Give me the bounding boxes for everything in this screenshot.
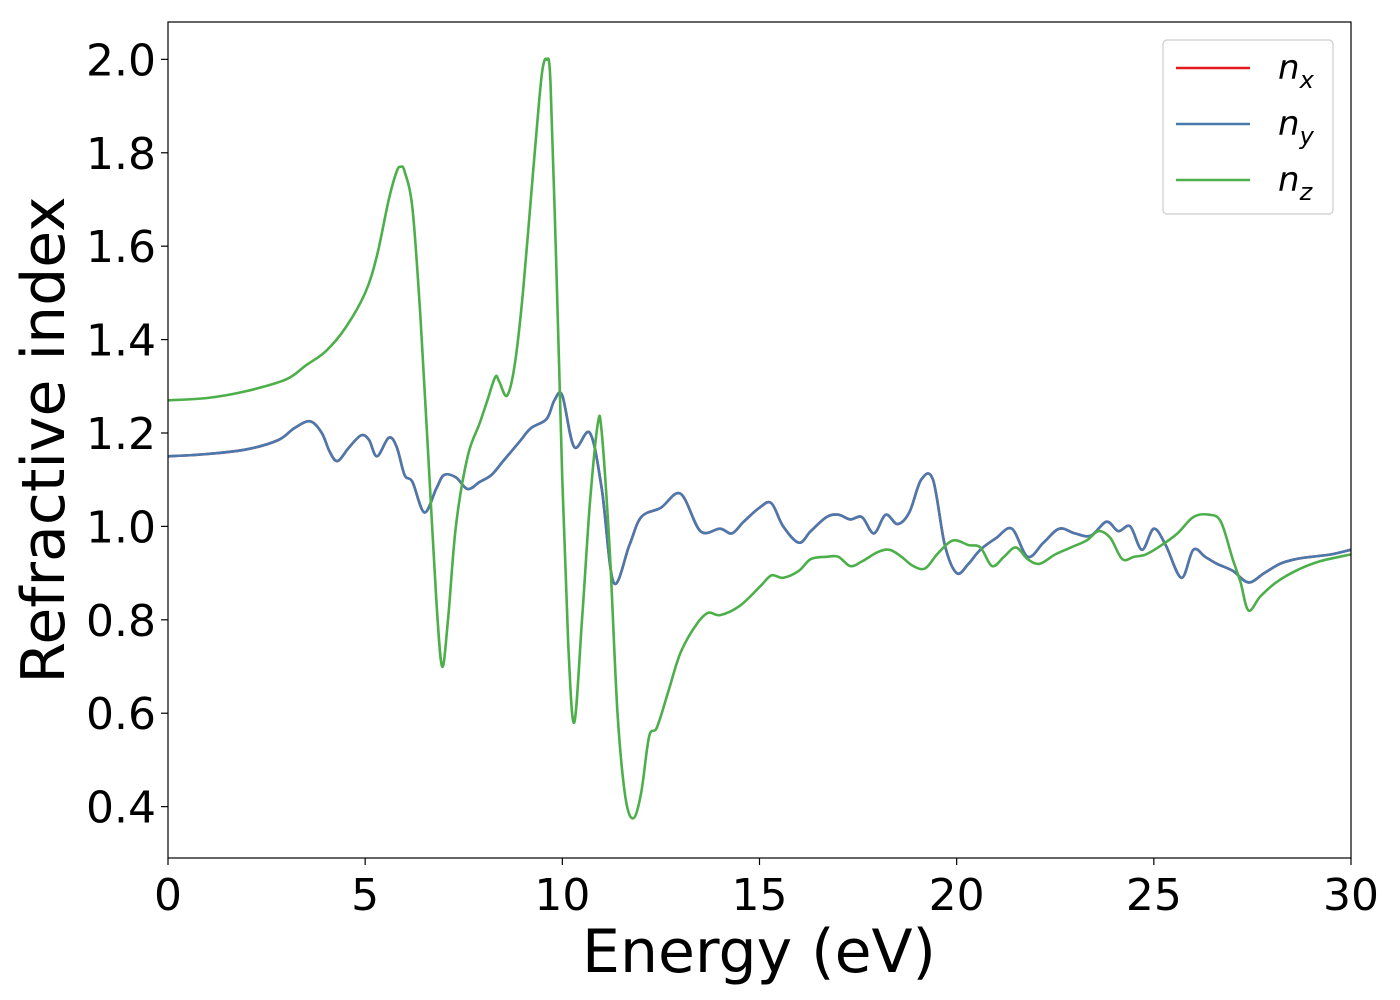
series-line-nz — [167, 57, 1352, 820]
legend-label-nx: nx — [1278, 48, 1315, 94]
y-tick-label: 1.0 — [86, 502, 156, 553]
legend-box — [1162, 39, 1334, 215]
y-tick-label: 1.8 — [86, 129, 156, 180]
y-axis: 0.4 0.6 0.8 1.0 1.2 1.4 1.6 1.8 2.0 — [86, 35, 168, 834]
x-tick-label: 15 — [732, 870, 788, 921]
x-axis: 0 5 10 15 20 25 30 — [154, 858, 1379, 921]
y-tick-label: 2.0 — [86, 35, 156, 86]
legend: nx ny nz — [1162, 39, 1334, 215]
legend-label-ny: ny — [1278, 104, 1315, 150]
series-layer — [167, 57, 1352, 820]
x-tick-label: 30 — [1323, 870, 1379, 921]
y-tick-label: 1.2 — [86, 409, 156, 460]
y-axis-title: Refractive index — [9, 196, 79, 683]
x-tick-label: 25 — [1126, 870, 1182, 921]
y-tick-label: 1.6 — [86, 222, 156, 273]
y-tick-label: 1.4 — [86, 316, 156, 367]
x-tick-label: 5 — [351, 870, 379, 921]
y-tick-label: 0.6 — [86, 689, 156, 740]
legend-label-nz: nz — [1278, 160, 1314, 206]
x-tick-label: 10 — [534, 870, 590, 921]
x-tick-label: 0 — [154, 870, 182, 921]
plot-background — [168, 22, 1351, 858]
y-tick-label: 0.4 — [86, 783, 156, 834]
y-tick-label: 0.8 — [86, 596, 156, 647]
x-tick-label: 20 — [929, 870, 985, 921]
x-axis-title: Energy (eV) — [582, 917, 936, 987]
series-line-ny — [167, 391, 1352, 586]
